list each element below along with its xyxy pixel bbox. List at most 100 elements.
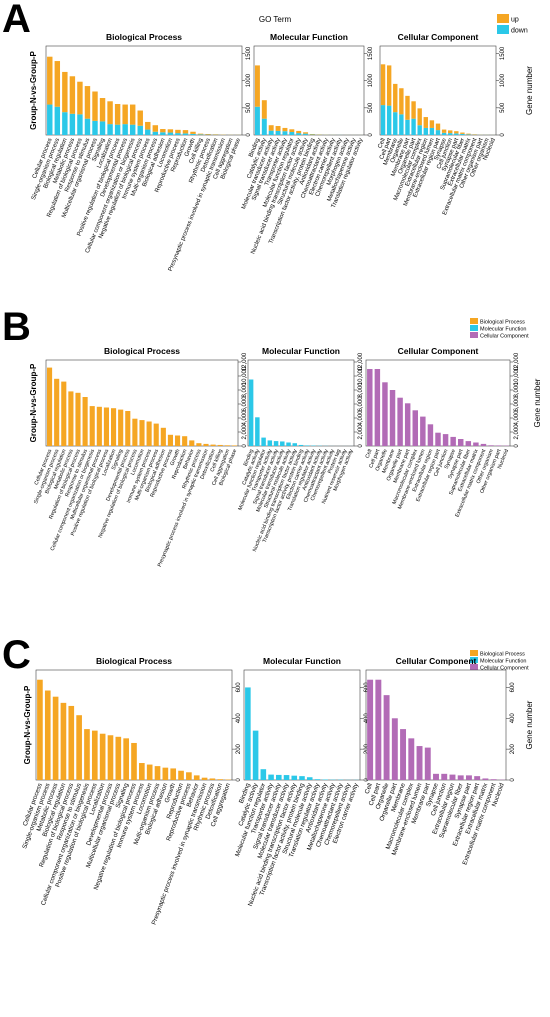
legend-label-cellular-component: Cellular Component: [480, 334, 529, 340]
facet-frame: [253, 45, 365, 136]
bar-down-synapse-part: [454, 133, 459, 135]
bar-response-to-stimulus: [82, 397, 88, 446]
facet-frame: [247, 359, 355, 447]
facet-title: Cellular Component: [396, 656, 477, 666]
bar-rhythmic-process: [196, 443, 202, 446]
bar-down-signal-transducer-activity: [275, 130, 281, 135]
bar-down-cell-killing: [197, 134, 204, 135]
bar-down-organelle-part: [411, 118, 416, 135]
bar-cell: [367, 679, 374, 780]
bar-organelle-part: [397, 397, 403, 446]
y-tick-label: 12,000: [514, 352, 520, 371]
bar-down-nucleic-acid-binding-transcription-factor-activity: [296, 133, 302, 135]
legend-swatch-biological-process: [470, 318, 478, 324]
bars: [254, 65, 364, 135]
bar-signal-transducer-activity: [276, 774, 282, 780]
bar-up-negative-regulation-of-biological-process: [137, 110, 143, 126]
bar-up-immune-system-process: [145, 121, 151, 130]
bar-cell-killing: [217, 444, 223, 446]
bar-down-extracellular-matrix: [466, 134, 471, 135]
x-tick-label: Cell: [377, 138, 386, 150]
bar-regulation-of-biological-process: [75, 392, 81, 446]
bar-membrane: [389, 390, 396, 446]
bar-developmental-process: [125, 411, 131, 446]
bar-down-macromolecular-complex: [417, 125, 422, 135]
y2-axis-label: Gene number: [525, 700, 534, 749]
bar-behavior: [189, 440, 195, 446]
bar-up-reproductive-process: [175, 129, 181, 134]
bar-down-cell: [380, 105, 386, 135]
bar-synapse-part: [465, 775, 472, 780]
bar-up-organelle-part: [411, 101, 416, 119]
bar-macromolecular-complex: [408, 738, 415, 780]
bar-multicellular-organismal-process: [115, 736, 122, 780]
facet-title: Molecular Function: [263, 656, 341, 666]
bar-multi-organism-process: [153, 423, 159, 446]
bar-signaling: [118, 409, 124, 446]
facet-frame: [243, 669, 361, 781]
y-tick-label: 12,000: [242, 352, 248, 371]
bar-down-molecular-function-regulator: [289, 132, 295, 135]
bar-binding: [245, 687, 251, 780]
bar-up-signaling: [99, 98, 106, 122]
bar-up-cell: [380, 64, 386, 106]
facet-molecular-function: Molecular Function02,0004,0006,0008,0001…: [237, 346, 364, 553]
bar-up-supramolecular-fiber: [460, 132, 465, 134]
bar-locomotion: [139, 420, 145, 446]
bar-other-organism-part: [495, 445, 502, 446]
bar-up-nucleic-acid-binding-transcription-factor-activity: [296, 130, 302, 134]
y-ticks: 0 200 400 600: [506, 682, 516, 782]
bars: [46, 367, 238, 446]
legend-swatch-cellular-component: [470, 664, 478, 670]
bar-up-membrane-part: [405, 95, 410, 120]
bar-up-catalytic-activity: [261, 100, 267, 119]
bar-up-positive-regulation-of-biological-process: [114, 104, 121, 125]
bar-up-cellular-process: [47, 56, 53, 105]
bar-membrane-enclosed-lumen: [420, 416, 426, 446]
bar-biological-regulation: [60, 702, 67, 780]
y-tick-label: 0: [364, 778, 370, 782]
bar-single-organism-process: [54, 378, 60, 446]
y-tick-label: 200: [236, 743, 242, 754]
y2-axis-label: Gene number: [533, 378, 542, 427]
bar-translation-regulator-activity: [314, 779, 321, 780]
legend-label-biological-process: Biological Process: [480, 320, 525, 326]
bar-cellular-component-organization-or-biogenesis: [84, 729, 90, 780]
bar-up-extracellular-matrix: [466, 133, 471, 135]
bar-up-binding: [254, 65, 260, 107]
y-tick-label: 8,000: [242, 382, 248, 398]
y-tick-label: 600: [236, 682, 242, 693]
bar-up-regulation-of-biological-process: [77, 81, 83, 115]
panel-label: C: [2, 633, 31, 677]
bar-signaling: [123, 738, 129, 780]
bar-up-extracellular-region: [423, 117, 428, 128]
bar-down-synapse: [441, 132, 447, 135]
bar-structural-molecule-activity: [306, 777, 313, 780]
y-tick-label: 0: [246, 133, 252, 137]
legend-swatch-molecular-function: [470, 657, 478, 663]
legend-swatch-molecular-function: [470, 325, 478, 331]
bar-up-molecular-function-regulator: [289, 129, 295, 133]
bar-structural-molecule-activity: [286, 442, 291, 446]
bar-negative-regulation-of-biological-process: [131, 742, 137, 780]
bar-down-developmental-process: [122, 124, 128, 135]
facet-title: Biological Process: [104, 346, 180, 356]
bar-single-organism-process: [44, 690, 51, 780]
bar-up-membrane-enclosed-lumen: [429, 120, 435, 128]
y-tick-label: 6,000: [358, 396, 364, 412]
bar-biological-phase: [231, 445, 238, 446]
y-tick-label: 6,000: [514, 396, 520, 412]
y-tick-label: 1500: [500, 46, 506, 60]
bar-up-localization: [107, 101, 113, 125]
bar-up-multicellular-organismal-process: [92, 91, 98, 121]
y-tick-label: 4,000: [242, 410, 248, 426]
facet-title: Biological Process: [106, 32, 182, 42]
bar-up-response-to-stimulus: [84, 86, 91, 119]
bar-up-rhythmic-process: [205, 134, 211, 135]
bar-rhythmic-process: [209, 778, 216, 780]
bar-behavior: [193, 775, 200, 780]
legend-swatch-biological-process: [470, 650, 478, 656]
bar-supramolecular-fiber: [465, 441, 472, 446]
